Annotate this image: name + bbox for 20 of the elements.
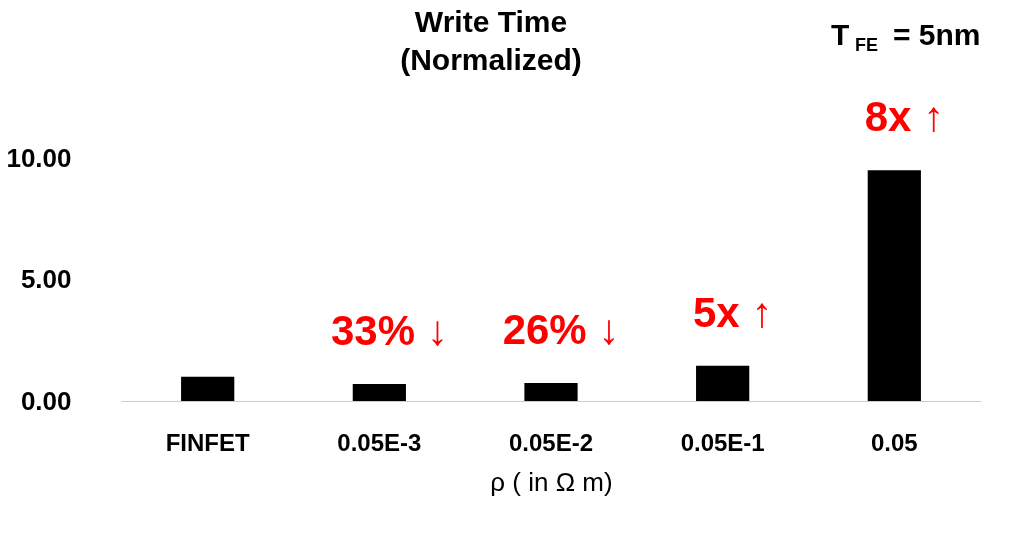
y-tick-label: 5.00 bbox=[20, 264, 72, 294]
x-tick-label: FINFET bbox=[165, 428, 251, 456]
annotation: 5x ↑ bbox=[692, 288, 773, 336]
x-tick-label: 0.05E-2 bbox=[508, 428, 594, 456]
bar bbox=[524, 383, 578, 401]
x-tick-label: 0.05E-3 bbox=[337, 428, 422, 456]
bar bbox=[352, 383, 406, 401]
x-axis-title: ρ ( in Ω m) bbox=[490, 466, 613, 497]
bar bbox=[696, 365, 750, 401]
text: (Normalized) bbox=[400, 43, 582, 76]
text: 8x ↑ bbox=[864, 93, 945, 141]
annotation: 33% ↓ bbox=[330, 306, 448, 354]
y-tick-label: 0.00 bbox=[20, 385, 72, 416]
text: Write Time bbox=[414, 5, 568, 38]
x-tick-label: 0.05E-1 bbox=[680, 428, 765, 456]
annotation: 26% ↓ bbox=[502, 306, 620, 354]
bar bbox=[867, 170, 921, 401]
y-tick-label: 10.00 bbox=[6, 142, 72, 173]
bar bbox=[181, 376, 235, 401]
x-tick-label: 0.05 bbox=[870, 428, 918, 456]
